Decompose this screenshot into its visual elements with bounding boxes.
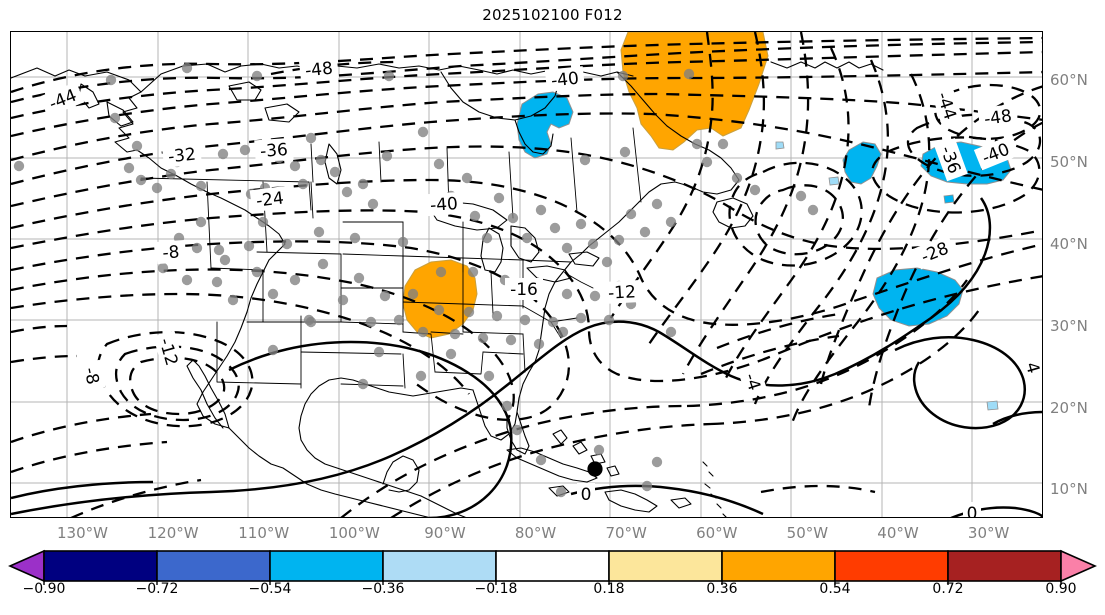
lat-tick-1: 50°N: [1050, 152, 1088, 171]
lake-michigan: [480, 227, 504, 273]
colorbar-tick-label-8: 0.72: [932, 581, 964, 597]
lake-great-slave: [264, 103, 300, 123]
lon-tick-4: 90°W: [424, 524, 466, 542]
lat-tick-2: 40°N: [1050, 234, 1088, 253]
lat-tick-4: 20°N: [1050, 398, 1088, 417]
svg-text:-48: -48: [304, 59, 334, 82]
lake-ontario: [568, 251, 600, 267]
contour-labels: -4 4 -48 -48 -32 -36: [40, 56, 1043, 518]
svg-text:-12: -12: [155, 336, 182, 368]
svg-text:-12: -12: [608, 282, 637, 303]
coast-gulf-of-mexico: [298, 377, 474, 497]
colorbar-tick-label-7: 0.54: [819, 581, 851, 597]
colorbar-segment-1: [43, 550, 158, 582]
lon-tick-1: 120°W: [147, 524, 199, 542]
svg-text:0: 0: [581, 485, 592, 505]
lake-great-bear: [228, 81, 262, 101]
map-plot: -4 4 -48 -48 -32 -36: [11, 32, 1043, 518]
coast-bahamas: [552, 429, 620, 477]
lake-huron: [510, 225, 540, 263]
svg-text:-16: -16: [510, 280, 538, 300]
colorbar-tick-label-9: 0.90: [1045, 581, 1077, 597]
colorbar-swatches: [8, 549, 1097, 585]
colorbar-segment-10: [1060, 549, 1097, 583]
colorbar-tick-label-1: −0.72: [135, 581, 179, 597]
coast-gulf-of-california: [228, 427, 308, 485]
coast-newfoundland: [712, 197, 754, 229]
lon-tick-8: 50°W: [786, 524, 829, 542]
colorbar-tick-label-6: 0.36: [706, 581, 738, 597]
coast-alaska-bc: [11, 67, 286, 261]
svg-text:0: 0: [967, 504, 978, 518]
svg-text:4: 4: [1021, 360, 1043, 376]
lon-tick-5: 80°W: [514, 524, 557, 542]
colorbar-segment-0: [8, 549, 45, 583]
colorbar-tick-label-0: −0.90: [22, 581, 66, 597]
coast-hispaniola: [604, 489, 658, 513]
lon-tick-9: 40°W: [877, 524, 919, 542]
colorbar-segment-9: [947, 550, 1062, 582]
svg-text:-4: -4: [740, 371, 764, 393]
svg-text:-40: -40: [429, 194, 458, 216]
coast-lesser-antilles: [702, 461, 727, 517]
map-axes[interactable]: -4 4 -48 -48 -32 -36: [10, 31, 1043, 518]
coast-greenland-sw: [770, 61, 884, 71]
shaded-anomaly-regions: [402, 32, 1012, 411]
coast-yucatan: [382, 455, 420, 493]
colorbar-tick-label-5: 0.18: [593, 581, 625, 597]
coast-james-bay: [514, 119, 554, 155]
lat-tick-5: 10°N: [1050, 480, 1088, 499]
lon-tick-7: 60°W: [696, 524, 738, 542]
svg-text:-8: -8: [162, 242, 180, 263]
colorbar-segment-2: [156, 550, 271, 582]
shade-central-atlantic: [872, 267, 964, 327]
svg-text:-36: -36: [259, 140, 288, 162]
lon-tick-3: 100°W: [328, 524, 380, 542]
coast-us-west: [196, 259, 270, 429]
colorbar-tick-label-2: −0.54: [248, 581, 292, 597]
coast-mexico-pacific: [306, 483, 430, 517]
contour-lines: [11, 32, 1042, 517]
lon-tick-0: 130°W: [57, 524, 108, 542]
colorbar-segment-6: [608, 550, 723, 582]
colorbar-segment-7: [721, 550, 836, 582]
svg-text:-32: -32: [167, 145, 197, 168]
colorbar[interactable]: −0.90 −0.72 −0.54 −0.36 −0.18 0.18 0.36 0.54 0.7…: [0, 545, 1105, 615]
coast-central-america: [420, 495, 466, 517]
shade-hudson-strait-labrador: [620, 32, 769, 151]
lat-tick-0: 60°N: [1050, 71, 1088, 90]
coast-baja-california: [186, 359, 230, 429]
shade-speck-2: [828, 176, 840, 186]
svg-text:-24: -24: [255, 188, 285, 211]
cyclone-center-marker: [587, 461, 603, 477]
coast-vancouver-island: [106, 101, 134, 127]
colorbar-segment-5: [495, 550, 610, 582]
lon-tick-6: 70°W: [605, 524, 647, 542]
figure-title: 2025102100 F012: [482, 6, 623, 24]
colorbar-tick-label-4: −0.18: [474, 581, 518, 597]
coast-cuba: [506, 447, 598, 483]
lon-tick-10: 30°W: [967, 524, 1010, 542]
shade-speck-1: [775, 141, 785, 150]
colorbar-segment-8: [834, 550, 949, 582]
shade-speck-3: [943, 194, 955, 204]
lat-tick-3: 30°N: [1050, 316, 1088, 335]
shade-great-lakes: [516, 91, 574, 159]
coast-puerto-rico: [670, 497, 692, 509]
lon-tick-2: 110°W: [238, 524, 290, 542]
svg-text:-8: -8: [79, 366, 102, 387]
colorbar-tick-label-3: −0.36: [361, 581, 405, 597]
colorbar-segment-4: [382, 550, 497, 582]
svg-text:-48: -48: [983, 106, 1013, 130]
svg-text:-40: -40: [550, 69, 580, 92]
shade-speck-4: [986, 400, 999, 411]
coast-jamaica: [548, 485, 570, 497]
colorbar-segment-3: [269, 550, 384, 582]
